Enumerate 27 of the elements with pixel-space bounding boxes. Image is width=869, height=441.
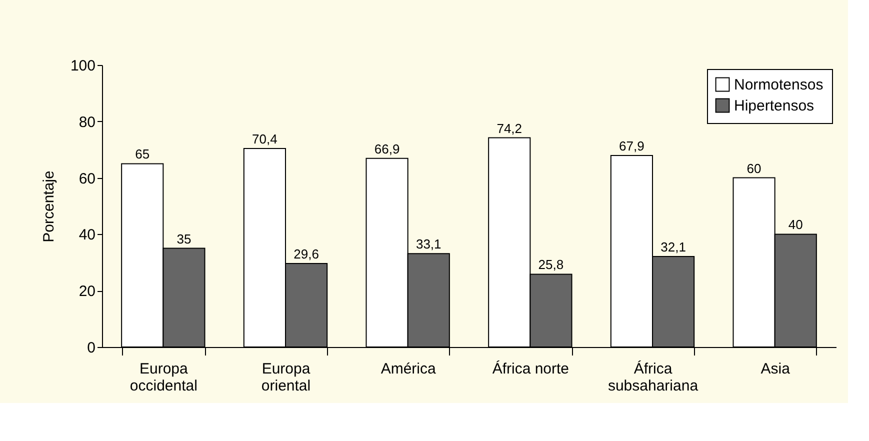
- data-label: 25,8: [538, 257, 564, 272]
- x-tick-label: Europa oriental: [261, 360, 311, 394]
- legend-label: Normotensos: [734, 76, 824, 94]
- y-tick-label: 0: [87, 340, 96, 356]
- x-tick-label: Asia: [760, 360, 791, 378]
- data-label: 35: [176, 231, 192, 246]
- x-tick-label: África norte: [492, 360, 570, 378]
- y-tick-label: 40: [78, 226, 96, 244]
- data-label: 65: [135, 146, 150, 162]
- data-label: 32,1: [660, 239, 686, 254]
- x-tick-label: América: [380, 360, 436, 378]
- y-tick-label: 60: [78, 170, 96, 188]
- y-axis-title: Porcentaje: [40, 170, 58, 242]
- y-tick-label: 100: [70, 58, 96, 74]
- data-label: 40: [788, 217, 803, 232]
- x-tick-label: Europa occidental: [130, 360, 198, 394]
- data-label: 60: [746, 160, 762, 176]
- data-label: 33,1: [416, 236, 442, 252]
- data-label: 66,9: [374, 141, 400, 156]
- x-tick-label: África subsahariana: [608, 360, 699, 394]
- data-label: 67,9: [619, 138, 644, 154]
- data-label: 70,4: [252, 131, 278, 146]
- data-label: 74,2: [496, 120, 522, 136]
- data-label: 29,6: [294, 246, 319, 262]
- y-tick-label: 20: [78, 283, 96, 300]
- y-tick-label: 80: [78, 114, 96, 131]
- legend-label: Hipertensos: [734, 98, 814, 114]
